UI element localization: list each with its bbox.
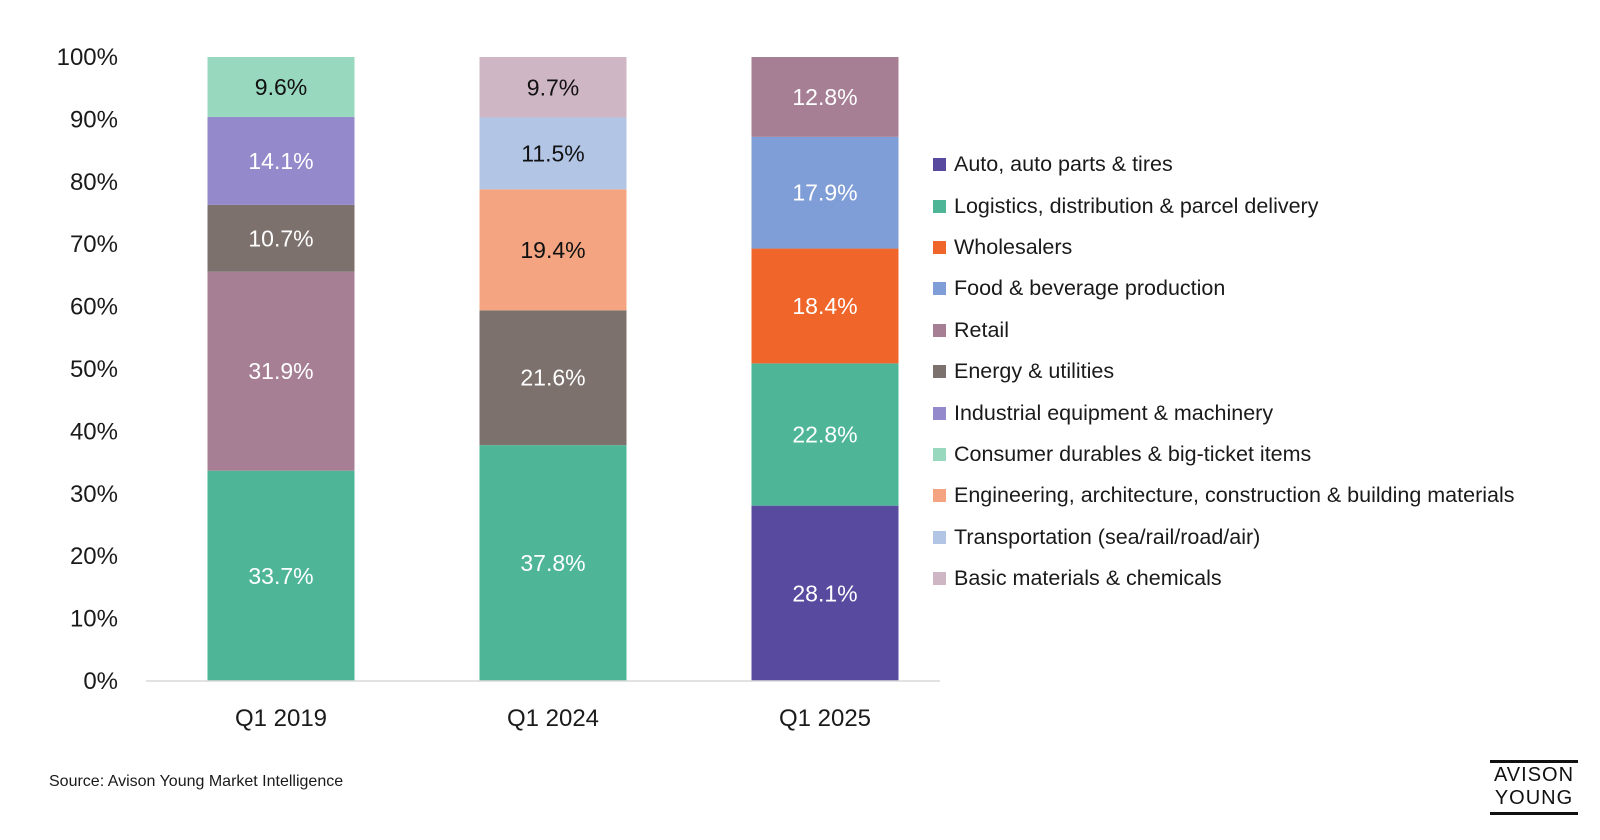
legend-label: Retail bbox=[954, 317, 1009, 342]
bar-stack: 37.8% 21.6% 19.4% 11.5% 9.7% bbox=[479, 57, 627, 681]
legend-item: Retail bbox=[933, 310, 1515, 351]
y-tick-label: 90% bbox=[70, 106, 118, 133]
bar-segment bbox=[751, 505, 899, 681]
legend-swatch bbox=[933, 489, 946, 503]
x-tick-label: Q1 2019 bbox=[235, 705, 327, 732]
y-tick-label: 10% bbox=[70, 606, 118, 633]
logo-line-2: YOUNG bbox=[1494, 787, 1574, 809]
data-label: 33.7% bbox=[248, 563, 313, 589]
bar-stack: 33.7% 31.9% 10.7% 14.1% 9.6% bbox=[207, 57, 355, 681]
legend-swatch bbox=[933, 282, 946, 296]
legend-label: Industrial equipment & machinery bbox=[954, 400, 1274, 425]
logo-line-1: AVISON bbox=[1493, 764, 1575, 786]
legend-label: Auto, auto parts & tires bbox=[954, 152, 1173, 177]
legend-swatch bbox=[933, 572, 946, 586]
logo-bottom-rule bbox=[1490, 812, 1578, 815]
data-label: 31.9% bbox=[248, 358, 313, 384]
data-label: 11.5% bbox=[521, 140, 585, 166]
data-label: 19.4% bbox=[520, 237, 585, 263]
y-axis: 0% 10% 20% 30% 40% 50% 60% 70% 80% 90% 100% bbox=[57, 44, 118, 695]
legend-swatch bbox=[933, 323, 946, 337]
legend-item: Logistics, distribution & parcel deliver… bbox=[933, 185, 1515, 226]
data-label: 21.6% bbox=[520, 365, 585, 391]
stacked-bar-chart: 0%10%20%30%40%50%60%70%80%90%100% 33.7%3… bbox=[57, 44, 940, 732]
y-tick-label: 80% bbox=[70, 169, 118, 196]
y-tick-label: 20% bbox=[70, 543, 118, 570]
avison-young-logo: AVISON YOUNG bbox=[1490, 760, 1578, 815]
legend-item: Transportation (sea/rail/road/air) bbox=[933, 517, 1515, 558]
bar-segment bbox=[479, 57, 627, 118]
x-tick-label: Q1 2025 bbox=[779, 705, 871, 732]
bar-stack: 28.1% 22.8% 18.4% 17.9% 12.8% bbox=[751, 57, 899, 681]
x-axis: Q1 2019 Q1 2024 Q1 2025 bbox=[235, 705, 871, 732]
legend: Auto, auto parts & tires Logistics, distr… bbox=[933, 144, 1515, 599]
data-label: 14.1% bbox=[248, 148, 313, 174]
bar-segment bbox=[207, 204, 355, 272]
legend-swatch bbox=[933, 530, 946, 544]
legend-label: Engineering, architecture, construction … bbox=[954, 483, 1515, 508]
legend-swatch bbox=[933, 240, 946, 254]
bar-segment bbox=[479, 189, 627, 311]
legend-label: Transportation (sea/rail/road/air) bbox=[954, 524, 1261, 549]
legend-item: Engineering, architecture, construction … bbox=[933, 475, 1515, 516]
legend-label: Wholesalers bbox=[954, 234, 1073, 259]
data-label: 17.9% bbox=[792, 180, 857, 206]
legend-label: Basic materials & chemicals bbox=[954, 566, 1222, 591]
data-label: 22.8% bbox=[792, 422, 857, 448]
legend-swatch bbox=[933, 406, 946, 420]
legend-label: Food & beverage production bbox=[954, 276, 1226, 301]
data-label: 9.7% bbox=[527, 74, 579, 100]
legend-label: Energy & utilities bbox=[954, 359, 1115, 384]
bar-segment bbox=[751, 363, 899, 506]
y-tick-label: 30% bbox=[70, 481, 118, 508]
legend-item: Auto, auto parts & tires bbox=[933, 144, 1515, 185]
bar-segment bbox=[479, 117, 627, 190]
bars: 33.7% 31.9% 10.7% 14.1% 9.6% 37.8% 21.6% 19.4% 1… bbox=[207, 57, 899, 681]
bar-segment bbox=[207, 470, 355, 681]
legend-swatch bbox=[933, 447, 946, 461]
data-label: 28.1% bbox=[792, 580, 857, 606]
legend-item: Basic materials & chemicals bbox=[933, 558, 1515, 599]
bar-segment bbox=[207, 116, 355, 205]
legend-swatch bbox=[933, 199, 946, 213]
legend-item: Energy & utilities bbox=[933, 351, 1515, 392]
legend-item: Food & beverage production bbox=[933, 268, 1515, 309]
data-label: 9.6% bbox=[255, 74, 307, 100]
y-tick-label: 0% bbox=[83, 668, 118, 695]
legend-swatch bbox=[933, 158, 946, 172]
y-tick-label: 60% bbox=[70, 294, 118, 321]
source-note: Source: Avison Young Market Intelligence bbox=[49, 773, 344, 790]
bar-segment bbox=[207, 271, 355, 471]
data-label: 18.4% bbox=[792, 293, 857, 319]
data-label: 37.8% bbox=[520, 550, 585, 576]
logo-top-rule bbox=[1490, 760, 1578, 763]
data-label: 10.7% bbox=[248, 225, 313, 251]
x-tick-label: Q1 2024 bbox=[507, 705, 599, 732]
legend-item: Wholesalers bbox=[933, 227, 1515, 268]
y-tick-label: 40% bbox=[70, 418, 118, 445]
legend-item: Industrial equipment & machinery bbox=[933, 392, 1515, 433]
bar-segment bbox=[479, 445, 627, 681]
bar-segment bbox=[751, 136, 899, 249]
legend-item: Consumer durables & big-ticket items bbox=[933, 434, 1515, 475]
y-tick-label: 50% bbox=[70, 356, 118, 383]
bar-segment bbox=[751, 57, 899, 137]
bar-segment bbox=[479, 310, 627, 446]
bar-segment bbox=[207, 57, 355, 117]
legend-label: Logistics, distribution & parcel deliver… bbox=[954, 193, 1319, 218]
legend-label: Consumer durables & big-ticket items bbox=[954, 441, 1312, 466]
y-tick-label: 100% bbox=[57, 44, 118, 71]
y-tick-label: 70% bbox=[70, 231, 118, 258]
legend-swatch bbox=[933, 365, 946, 379]
bar-segment bbox=[751, 248, 899, 364]
data-label: 12.8% bbox=[792, 84, 857, 110]
